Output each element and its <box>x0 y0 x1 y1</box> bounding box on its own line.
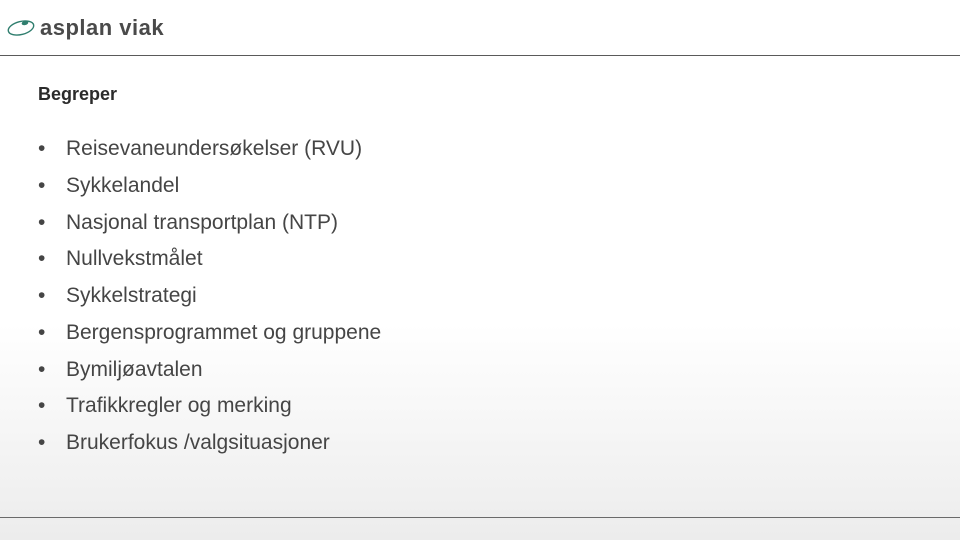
bullet-marker-icon: • <box>38 278 66 315</box>
list-item-label: Sykkelandel <box>66 168 179 205</box>
bullet-marker-icon: • <box>38 205 66 242</box>
list-item: • Bergensprogrammet og gruppene <box>38 315 960 352</box>
list-item: • Nullvekstmålet <box>38 241 960 278</box>
list-item-label: Reisevaneundersøkelser (RVU) <box>66 131 362 168</box>
slide: asplan viak Begreper • Reisevaneundersøk… <box>0 0 960 540</box>
list-item: • Brukerfokus /valgsituasjoner <box>38 425 960 462</box>
bullet-marker-icon: • <box>38 241 66 278</box>
list-item: • Bymiljøavtalen <box>38 352 960 389</box>
list-item-label: Bergensprogrammet og gruppene <box>66 315 381 352</box>
list-item-label: Trafikkregler og merking <box>66 388 292 425</box>
bullet-marker-icon: • <box>38 388 66 425</box>
bullet-marker-icon: • <box>38 425 66 462</box>
list-item: • Nasjonal transportplan (NTP) <box>38 205 960 242</box>
list-item: • Reisevaneundersøkelser (RVU) <box>38 131 960 168</box>
list-item-label: Nasjonal transportplan (NTP) <box>66 205 338 242</box>
slide-content: • Reisevaneundersøkelser (RVU) • Sykkela… <box>0 105 960 462</box>
header: asplan viak <box>0 0 960 56</box>
bullet-marker-icon: • <box>38 168 66 205</box>
list-item: • Sykkelstrategi <box>38 278 960 315</box>
brand-logo: asplan viak <box>6 14 164 42</box>
list-item-label: Brukerfokus /valgsituasjoner <box>66 425 330 462</box>
list-item-label: Sykkelstrategi <box>66 278 197 315</box>
bullet-marker-icon: • <box>38 352 66 389</box>
slide-title: Begreper <box>0 56 960 105</box>
list-item-label: Bymiljøavtalen <box>66 352 203 389</box>
list-item-label: Nullvekstmålet <box>66 241 203 278</box>
bullet-marker-icon: • <box>38 131 66 168</box>
brand-name: asplan viak <box>40 15 164 41</box>
footer-divider <box>0 517 960 518</box>
bullet-marker-icon: • <box>38 315 66 352</box>
brand-logo-icon <box>6 14 36 42</box>
bullet-list: • Reisevaneundersøkelser (RVU) • Sykkela… <box>38 131 960 462</box>
list-item: • Sykkelandel <box>38 168 960 205</box>
list-item: • Trafikkregler og merking <box>38 388 960 425</box>
